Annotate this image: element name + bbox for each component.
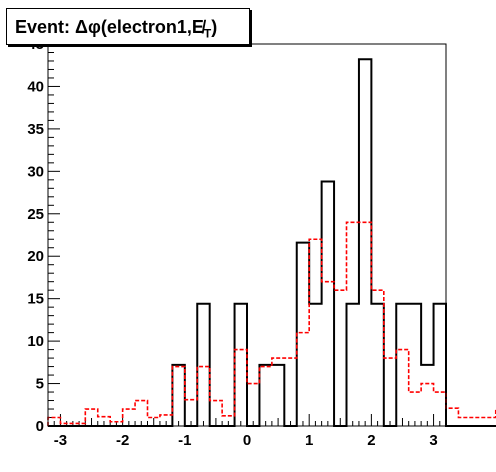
y-tick-label: 10 (27, 333, 44, 350)
y-tick-label: 15 (27, 291, 44, 308)
chart-title-met: E̸ (191, 17, 204, 37)
chart-title-subscript: T (203, 26, 212, 41)
chart-title-prefix: Event: (15, 17, 76, 37)
y-tick-label: 25 (27, 206, 44, 223)
x-tick-label: -3 (54, 432, 67, 449)
x-tick-label: -1 (178, 432, 191, 449)
y-tick-label: 20 (27, 248, 44, 265)
x-tick-label: 2 (367, 432, 375, 449)
histogram-series-dashed (47, 221, 496, 426)
y-tick-label: 0 (36, 418, 44, 435)
chart-title-suffix: ) (211, 17, 218, 37)
y-tick-label: 5 (36, 376, 44, 393)
y-tick-label: 30 (27, 163, 44, 180)
chart-title-symbol: Δφ(electron1, (75, 17, 192, 37)
histogram-series-solid (48, 58, 496, 427)
x-tick-label: -2 (116, 432, 129, 449)
series-layer (47, 58, 496, 427)
x-tick-label: 0 (243, 432, 251, 449)
axis-ticks (47, 43, 447, 427)
x-tick-label: 3 (429, 432, 437, 449)
x-tick-label: 1 (305, 432, 313, 449)
y-tick-label: 35 (27, 121, 44, 138)
chart-title: Event: Δφ(electron1,E̸T) (6, 8, 250, 45)
y-tick-label: 40 (27, 78, 44, 95)
